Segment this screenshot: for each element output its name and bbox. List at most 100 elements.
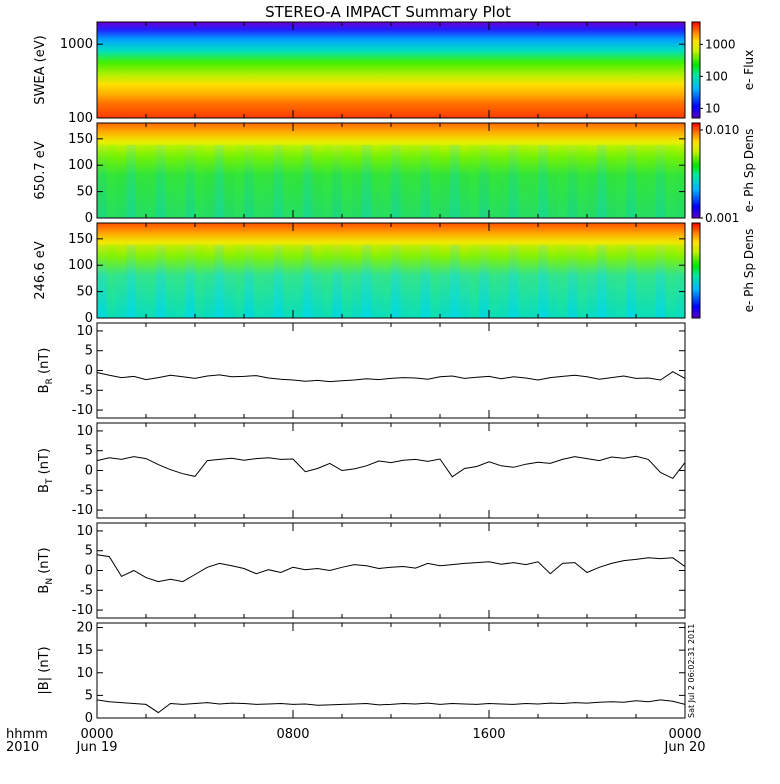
y-axis-label: BT (nT) (37, 448, 55, 493)
spectrogram-texture (391, 245, 401, 318)
spectrogram-texture (655, 245, 666, 318)
spectrogram-texture (675, 145, 685, 218)
colorbar-label: e- Ph Sp Dens (742, 129, 756, 213)
spectrogram-texture (518, 145, 529, 218)
date-tick-label: Jun 19 (76, 740, 118, 755)
y-tick-label: 0 (85, 211, 93, 226)
series-line (96, 699, 686, 714)
spectrogram-texture (283, 145, 293, 218)
y-tick-label: 150 (68, 232, 93, 247)
y-axis-label: 246.6 eV (33, 241, 48, 299)
y-tick-label: 0 (85, 364, 93, 379)
spectrogram-texture (195, 145, 205, 218)
spectrogram-texture (185, 145, 195, 218)
y-tick-label: -10 (72, 603, 93, 618)
spectrogram-texture (498, 145, 509, 218)
colorbar-tick-label: 10 (705, 101, 720, 115)
spectrogram-texture (498, 245, 509, 318)
spectrogram-texture (116, 145, 127, 218)
spectrogram-image (97, 123, 685, 218)
spectrogram-texture (342, 145, 352, 218)
spectrogram-texture (97, 245, 107, 318)
y-tick-label: 100 (68, 158, 93, 173)
spectrogram-texture (587, 145, 597, 218)
time-tick-label: 0800 (276, 727, 309, 742)
spectrogram-texture (195, 245, 205, 318)
spectrogram-texture (508, 245, 519, 318)
spectrogram-texture (557, 145, 568, 218)
spectrogram-texture (577, 145, 587, 218)
series-line (96, 554, 686, 583)
spectrogram-texture (175, 245, 186, 318)
spectrogram-texture (616, 245, 627, 318)
spectrogram-texture (136, 145, 146, 218)
spectrogram-texture (263, 245, 274, 318)
spectrogram-texture (312, 245, 323, 318)
panel-6: -10 -5 0 5 10 BN (nT) (37, 522, 686, 619)
spectrogram-texture (636, 145, 646, 218)
spectrogram-texture (518, 245, 529, 318)
spectrogram-texture (606, 145, 617, 218)
spectrogram-texture (626, 145, 636, 218)
y-tick-label: -5 (80, 483, 93, 498)
spectrogram-texture (636, 245, 646, 318)
spectrogram-texture (165, 145, 176, 218)
series-line (96, 455, 686, 480)
y-tick-label: 0 (85, 311, 93, 326)
y-tick-label: 50 (76, 285, 93, 300)
y-axis-label-unit: (nT) (37, 547, 52, 577)
spectrogram-texture (224, 245, 235, 318)
spectrogram-texture (449, 245, 460, 318)
spectrogram-texture (665, 145, 676, 218)
spectrogram-texture (508, 145, 519, 218)
spectrogram-texture (440, 145, 450, 218)
plot-title: STEREO-A IMPACT Summary Plot (265, 3, 511, 21)
y-tick-label: 0 (85, 464, 93, 479)
spectrogram-texture (665, 245, 676, 318)
spectrogram-texture (616, 145, 627, 218)
spectrogram-texture (175, 145, 186, 218)
spectrogram-texture (675, 245, 685, 318)
spectrogram-texture (538, 245, 548, 318)
spectrogram-texture (97, 145, 107, 218)
time-tick-label: 1600 (472, 727, 505, 742)
spectrogram-image (97, 223, 685, 318)
spectrogram-texture (185, 245, 195, 318)
colorbar-tick-label: 0.001 (705, 211, 739, 225)
panel-7: 0 5 10 15 20 |B| (nT) (37, 621, 686, 726)
panel-2: 0.001 0.010 e- Ph Sp Dens 0 50 100 150 650.7 eV (33, 122, 756, 226)
spectrogram-texture (489, 145, 499, 218)
y-axis-label: SWEA (eV) (33, 35, 48, 104)
timestamp-stamp: Sat Jul 2 06:02:31 2011 (687, 624, 696, 718)
y-tick-label: -5 (80, 383, 93, 398)
panel-frame (96, 522, 686, 619)
colorbar-tick-label: 0.010 (705, 123, 739, 137)
spectrogram-texture (449, 145, 460, 218)
spectrogram-texture (626, 245, 636, 318)
y-axis-label-main: B (37, 384, 52, 393)
spectrogram-texture (342, 245, 352, 318)
spectrogram-texture (126, 145, 137, 218)
spectrogram-texture (224, 145, 235, 218)
spectrogram-texture (244, 245, 254, 318)
y-tick-label: 0 (85, 711, 93, 726)
spectrogram-texture (528, 245, 538, 318)
y-axis-label-unit: (nT) (37, 448, 52, 478)
spectrogram-texture (146, 245, 156, 318)
spectrogram-texture (146, 145, 156, 218)
y-axis-label: BR (nT) (37, 348, 55, 394)
spectrogram-texture (400, 245, 411, 318)
spectrogram-texture (312, 145, 323, 218)
spectrogram-texture (538, 145, 548, 218)
spectrogram-texture (234, 145, 244, 218)
spectrogram-texture (587, 245, 597, 318)
spectrogram-texture (155, 145, 166, 218)
spectrogram-texture (165, 245, 176, 318)
spectrogram-texture (214, 145, 225, 218)
y-tick-label: -10 (72, 403, 93, 418)
time-row2-label: 2010 (6, 740, 39, 755)
y-tick-label: -5 (80, 583, 93, 598)
y-tick-label: 150 (68, 132, 93, 147)
